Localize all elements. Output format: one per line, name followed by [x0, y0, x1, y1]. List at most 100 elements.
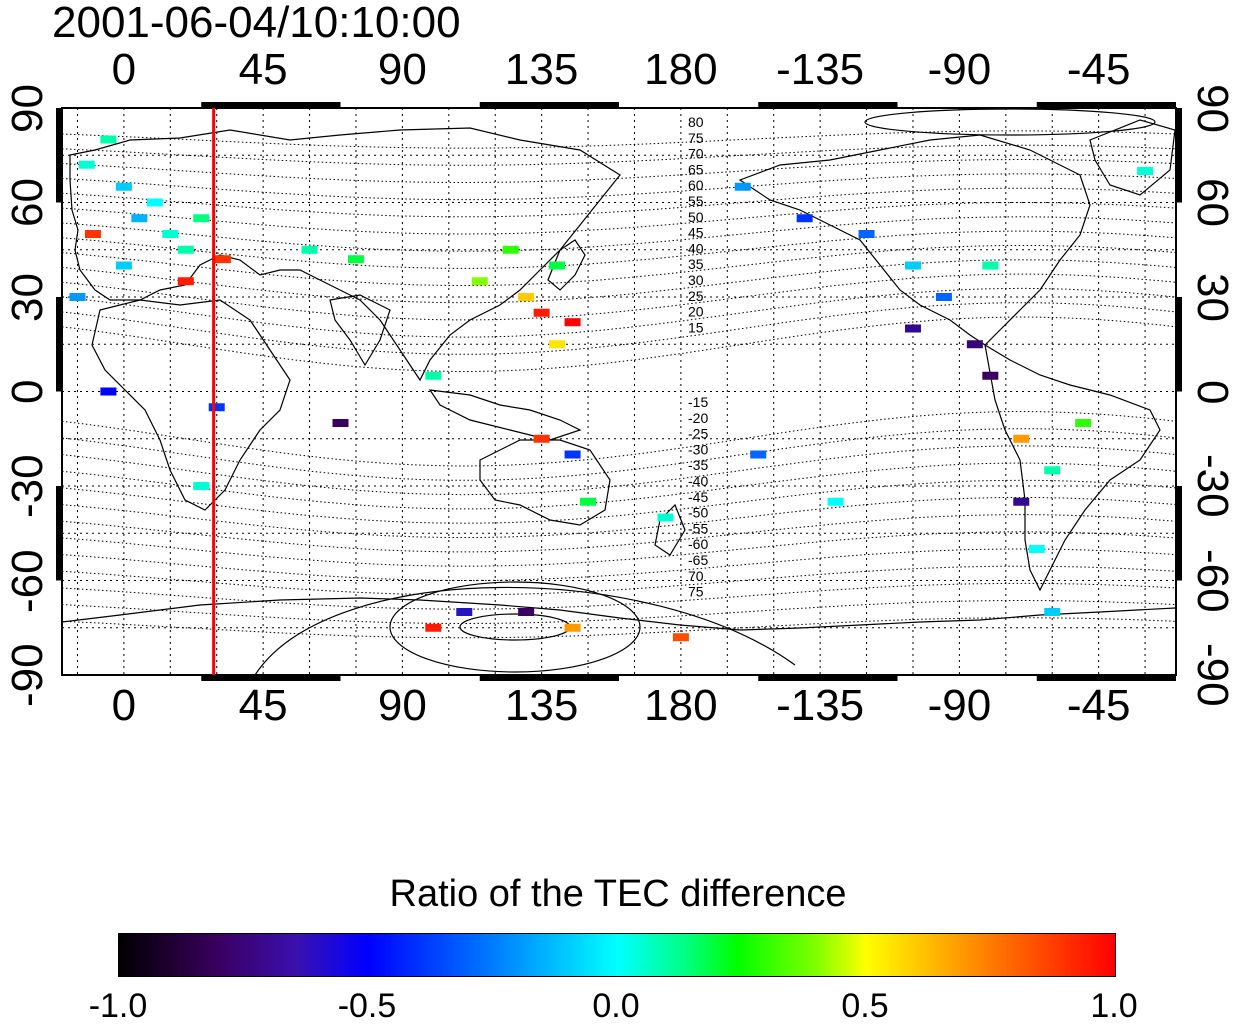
contour-line — [61, 302, 1177, 355]
tec-observation — [827, 497, 844, 506]
left-axis-tick: 0 — [3, 379, 52, 404]
contour-label: 20 — [688, 304, 704, 320]
contour-label: -20 — [688, 410, 708, 426]
right-axis-bar — [1176, 486, 1182, 581]
coastline-south-america — [984, 343, 1161, 592]
tec-observation — [1028, 545, 1045, 553]
contour-label: 75 — [688, 584, 704, 600]
top-axis-tick: -135 — [776, 45, 865, 94]
coastlines — [61, 119, 1176, 631]
south-pole-oval-inner — [459, 613, 571, 641]
right-axis-tick: 60 — [1188, 178, 1237, 227]
tec-observation — [657, 513, 674, 522]
colorbar-tick: 0.0 — [592, 987, 640, 1025]
contour-line — [61, 259, 1177, 304]
contour-line — [61, 201, 1177, 235]
top-axis-tick: -90 — [927, 45, 992, 94]
tec-observation — [935, 293, 952, 301]
contour-label: -50 — [688, 505, 708, 521]
tec-observation — [425, 623, 442, 632]
coastline-japan — [547, 239, 586, 291]
contour-labels: 8075706560555045403530252015-15-20-25-30… — [688, 114, 708, 600]
contour-line — [61, 428, 1177, 481]
right-axis-bar — [1176, 297, 1182, 392]
tec-observation — [214, 255, 231, 264]
tec-observation — [100, 135, 117, 144]
tec-observation — [425, 371, 442, 380]
coastline-india — [329, 294, 391, 367]
tec-observation — [966, 340, 983, 349]
tec-observation — [1075, 419, 1092, 427]
tec-observation — [518, 608, 535, 616]
tec-observation — [1013, 497, 1030, 506]
contour-line — [61, 479, 1177, 524]
contour-label: -15 — [688, 394, 708, 410]
right-axis-tick: 30 — [1188, 272, 1237, 322]
tec-observation — [564, 623, 581, 632]
tec-observation — [564, 450, 581, 459]
top-axis-bar — [479, 102, 619, 108]
contour-line — [61, 316, 1177, 373]
contour-label: 55 — [688, 193, 704, 209]
bottom-axis-tick: 90 — [377, 681, 427, 730]
contour-label: -55 — [688, 520, 708, 536]
tec-observation — [564, 318, 581, 327]
tec-observation — [208, 403, 225, 412]
tec-observation — [549, 340, 566, 349]
tec-observation — [750, 450, 767, 459]
contour-line — [61, 514, 1177, 553]
contour-label: 80 — [688, 114, 704, 130]
left-axis-bar — [56, 108, 62, 203]
contour-line — [61, 245, 1177, 286]
tec-observation — [69, 293, 86, 301]
map-plot: 8075706560555045403530252015-15-20-25-30… — [56, 102, 1182, 681]
top-axis-tick: 45 — [238, 45, 288, 94]
coastline-australia — [479, 439, 611, 526]
contour-label: 45 — [688, 225, 704, 241]
top-axis-tick: 0 — [111, 45, 137, 94]
contour-line — [61, 273, 1177, 321]
tec-observation — [502, 245, 519, 254]
tec-observation — [549, 261, 566, 270]
bottom-axis-tick: 0 — [111, 681, 137, 730]
top-axis-bar — [201, 102, 341, 108]
tec-observation — [84, 230, 101, 238]
tec-observation — [904, 261, 921, 270]
contour-label: 60 — [688, 177, 704, 193]
contour-line — [61, 173, 1177, 201]
coastline-north-america — [738, 134, 1091, 346]
contour-line — [61, 216, 1177, 252]
plot-border — [61, 107, 1177, 676]
contour-label: 40 — [688, 240, 704, 256]
contour-label: 15 — [688, 319, 704, 335]
bottom-axis-bar — [479, 675, 619, 681]
coastline-antarctica — [61, 597, 1176, 631]
tec-observation — [471, 277, 488, 286]
tec-observation — [982, 371, 999, 380]
map-title: 2001-06-04/10:10:00 — [52, 0, 461, 47]
coastline-eurasia — [69, 127, 621, 382]
left-axis-tick: 60 — [3, 178, 52, 227]
top-axis-bar — [758, 102, 898, 108]
contour-label: 50 — [688, 209, 704, 225]
tec-observation — [734, 182, 751, 191]
tec-observation — [518, 293, 535, 301]
right-axis-tick: 90 — [1188, 83, 1237, 133]
contour-label: 75 — [688, 130, 704, 146]
coastline-greenland — [1089, 119, 1176, 196]
contour-line — [61, 548, 1177, 582]
tec-observation — [78, 160, 95, 169]
contour-line — [61, 158, 1177, 184]
bottom-axis-tick: -45 — [1066, 681, 1131, 730]
tec-observation — [672, 633, 689, 642]
tec-observation — [982, 261, 999, 270]
contour-line — [61, 462, 1177, 510]
tec-observation — [533, 434, 550, 443]
right-axis-tick: 0 — [1188, 379, 1237, 404]
left-axis-tick: 30 — [3, 272, 52, 322]
contour-label: -30 — [688, 441, 708, 457]
south-dip-curve — [254, 586, 796, 676]
colorbar-title: Ratio of the TEC difference — [389, 873, 847, 915]
tec-observation — [301, 245, 318, 254]
top-axis-bar — [1036, 102, 1176, 108]
